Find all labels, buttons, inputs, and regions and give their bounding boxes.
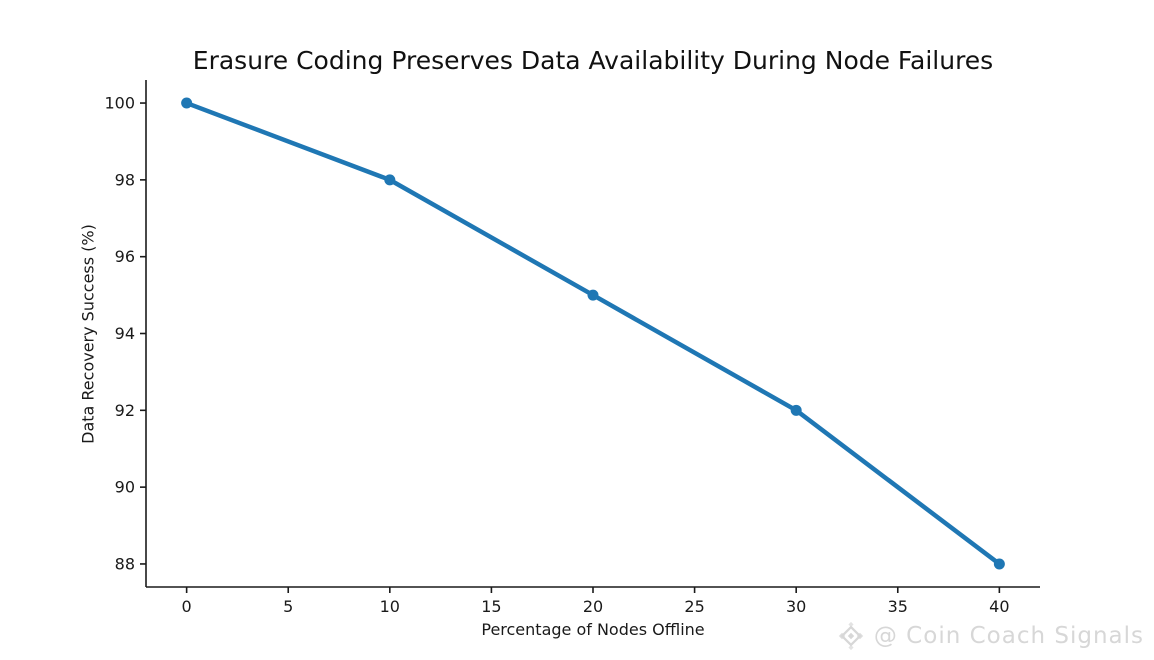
chart-title: Erasure Coding Preserves Data Availabili… <box>192 46 994 75</box>
x-tick-label: 40 <box>989 597 1009 616</box>
binance-diamond-logo-icon <box>838 621 864 651</box>
x-tick-label: 20 <box>583 597 603 616</box>
y-tick-label: 92 <box>115 401 135 420</box>
watermark-text: @ Coin Coach Signals <box>873 623 1144 649</box>
y-axis-label: Data Recovery Success (%) <box>78 224 98 444</box>
x-tick-label: 15 <box>481 597 501 616</box>
y-tick-label: 88 <box>115 554 135 573</box>
data-point-marker <box>993 558 1005 570</box>
x-tick-label: 30 <box>786 597 806 616</box>
y-tick-label: 100 <box>104 94 135 113</box>
data-line <box>184 100 1002 567</box>
y-tick-label: 98 <box>115 170 135 189</box>
x-tick-label: 35 <box>888 597 908 616</box>
x-tick-label: 5 <box>283 597 293 616</box>
y-tick-label: 90 <box>115 478 135 497</box>
x-axis-label: Percentage of Nodes Offline <box>481 620 705 639</box>
x-tick-label: 10 <box>380 597 400 616</box>
watermark: @ Coin Coach Signals <box>835 620 1144 652</box>
x-tick-label: 25 <box>684 597 704 616</box>
data-point-marker <box>181 97 193 109</box>
y-tick-label: 96 <box>115 247 135 266</box>
data-point-marker <box>384 174 396 186</box>
x-tick-label: 0 <box>182 597 192 616</box>
data-point-marker <box>790 404 802 416</box>
data-point-marker <box>587 289 599 301</box>
y-tick-label: 94 <box>115 324 135 343</box>
